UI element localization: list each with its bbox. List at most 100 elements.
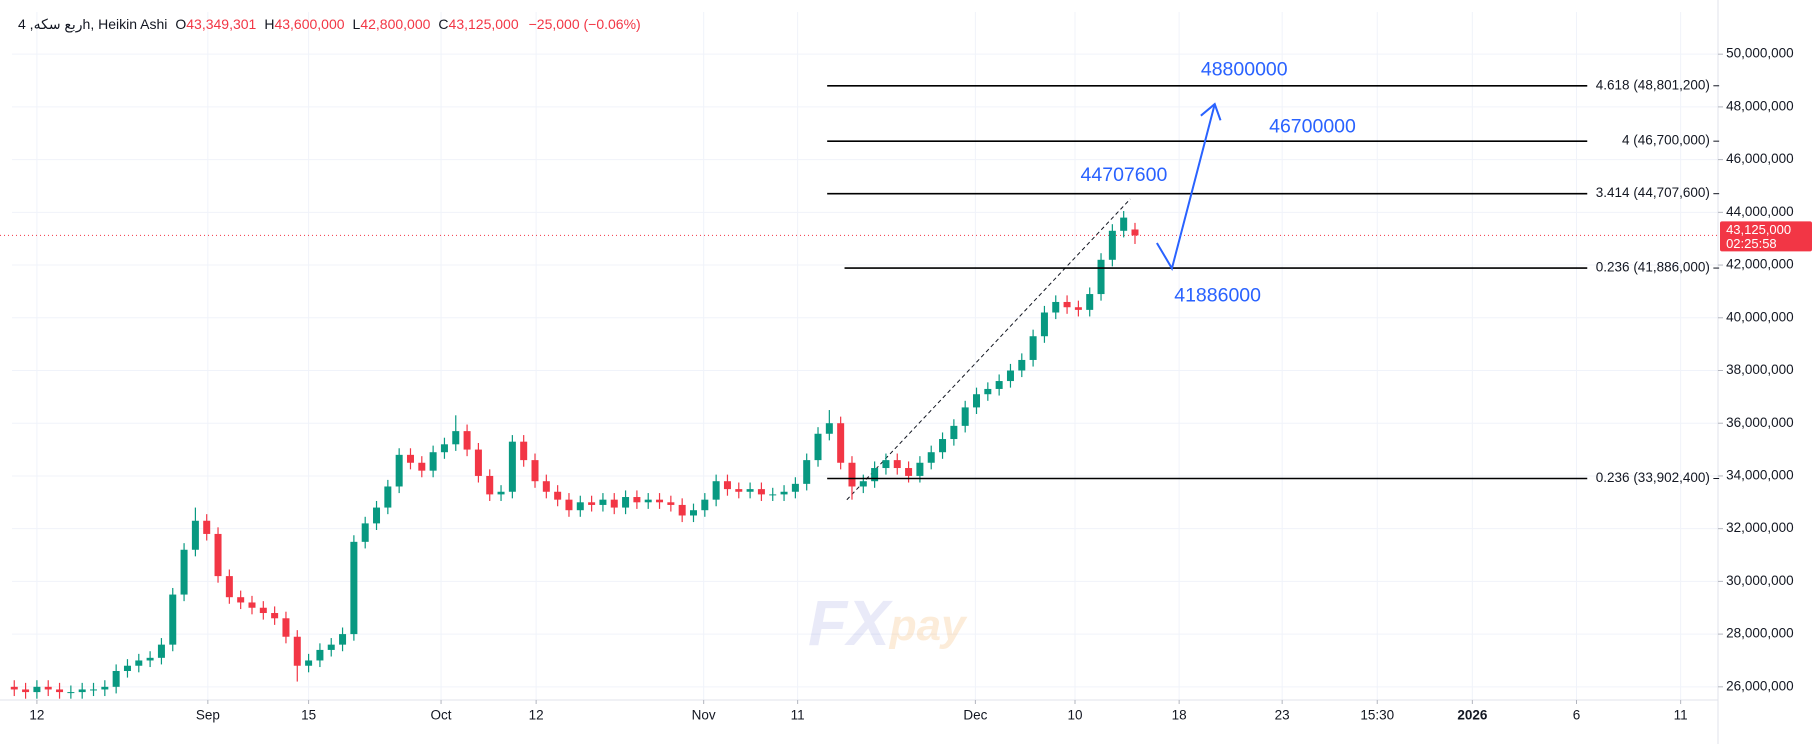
candle-body <box>678 504 686 516</box>
candle-body <box>757 489 765 495</box>
candle-body <box>927 452 935 463</box>
candle-body <box>1063 301 1071 308</box>
legend-value: 43,125,000 <box>448 16 519 32</box>
candle-body <box>531 460 539 482</box>
candle-body <box>712 481 720 500</box>
candle-body <box>1108 230 1116 260</box>
candle-body <box>780 491 788 495</box>
candle-body <box>735 489 743 492</box>
legend-key: O <box>175 16 187 32</box>
x-tick-label: 23 <box>1275 708 1290 723</box>
candle-body <box>350 541 358 635</box>
candle-body <box>973 394 981 408</box>
level-label: 4 (46,700,000) <box>1622 133 1710 148</box>
candle-body <box>474 449 482 476</box>
candle-body <box>916 462 924 476</box>
candle-body <box>1086 294 1094 310</box>
x-tick-label: 11 <box>1674 708 1688 723</box>
x-tick-label: Sep <box>196 708 220 723</box>
candle-body <box>418 462 426 471</box>
candle-body <box>214 533 222 577</box>
candle-body <box>361 523 369 542</box>
candle-body <box>316 649 324 661</box>
candle-body <box>225 576 233 598</box>
y-tick-label: 44,000,000 <box>1726 204 1794 219</box>
y-tick-label: 42,000,000 <box>1726 257 1794 272</box>
candle-body <box>406 454 414 463</box>
candle-body <box>1097 259 1105 295</box>
candle-body <box>259 607 267 614</box>
candle-body <box>56 689 64 693</box>
candle-body <box>497 491 505 495</box>
candle-body <box>508 441 516 492</box>
candle-body <box>950 425 958 440</box>
candle-body <box>837 423 845 463</box>
candle-body <box>327 644 335 650</box>
legend-key: C <box>438 16 449 32</box>
y-tick-label: 30,000,000 <box>1726 573 1794 588</box>
y-tick-label: 34,000,000 <box>1726 468 1794 483</box>
annotation: 41886000 <box>1174 284 1261 306</box>
legend-key: L <box>352 16 361 32</box>
y-tick-label: 32,000,000 <box>1726 520 1794 535</box>
candle-body <box>576 502 584 511</box>
y-tick-label: 40,000,000 <box>1726 309 1794 324</box>
candle-body <box>995 381 1003 389</box>
candle-body <box>203 520 211 534</box>
countdown: 02:25:58 <box>1726 236 1777 251</box>
candle-body <box>146 657 154 661</box>
candle-body <box>961 407 969 426</box>
y-tick-label: 28,000,000 <box>1726 626 1794 641</box>
candle-body <box>542 481 550 492</box>
candle-body <box>814 433 822 461</box>
x-tick-label: 15:30 <box>1360 708 1394 723</box>
candle-body <box>78 689 86 693</box>
x-tick-label: 11 <box>791 708 805 723</box>
annotation: 46700000 <box>1269 115 1356 137</box>
legend-value: 43,600,000 <box>274 16 345 32</box>
candle-body <box>848 462 856 487</box>
candle-body <box>859 481 867 487</box>
candle-body <box>101 686 109 690</box>
level-label: 0.236 (41,886,000) <box>1596 260 1710 275</box>
candle-body <box>667 502 675 505</box>
x-tick-label: Nov <box>692 708 716 723</box>
candle-body <box>373 507 381 524</box>
candle-body <box>689 510 697 516</box>
candle-body <box>429 452 437 471</box>
candle-body <box>871 468 879 482</box>
x-tick-label: 6 <box>1573 708 1581 723</box>
level-label: 0.236 (33,902,400) <box>1596 470 1710 485</box>
x-tick-label: 15 <box>301 708 316 723</box>
candle-body <box>440 444 448 453</box>
candle-body <box>644 499 652 503</box>
candle-body <box>339 634 347 645</box>
candle-body <box>90 689 98 691</box>
candle-body <box>486 475 494 495</box>
x-tick-label: 2026 <box>1457 708 1488 723</box>
x-tick-label: 18 <box>1172 708 1187 723</box>
annotation: 48800000 <box>1201 59 1288 81</box>
y-tick-label: 50,000,000 <box>1726 46 1794 61</box>
candle-body <box>271 613 279 619</box>
candle-body <box>44 686 52 690</box>
arrow-head <box>1200 102 1222 121</box>
candle-body <box>882 460 890 469</box>
y-tick-label: 26,000,000 <box>1726 678 1794 693</box>
change: −25,000 (−0.06%) <box>528 16 641 32</box>
candle-body <box>554 491 562 500</box>
candle-body <box>67 692 75 694</box>
candle-body <box>1131 229 1139 236</box>
candle-body <box>803 460 811 484</box>
candle-body <box>769 494 777 496</box>
candle-body <box>10 686 18 690</box>
level-label: 3.414 (44,707,600) <box>1596 185 1710 200</box>
annotation: 44707600 <box>1081 164 1168 186</box>
y-tick-label: 36,000,000 <box>1726 415 1794 430</box>
arrow <box>1156 103 1216 271</box>
candle-body <box>305 660 313 666</box>
candle-body <box>112 671 120 687</box>
candle-body <box>1006 370 1014 382</box>
candle-body <box>520 441 528 461</box>
